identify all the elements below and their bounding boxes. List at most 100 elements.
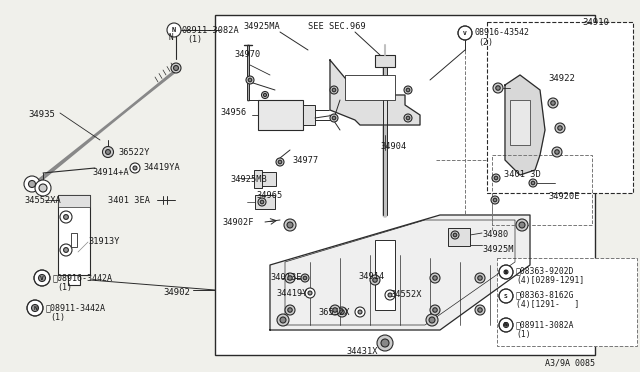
Bar (303, 105, 315, 125)
Circle shape (133, 166, 137, 170)
Text: 34956: 34956 (220, 108, 246, 117)
Text: (1): (1) (187, 35, 202, 44)
Circle shape (505, 324, 507, 326)
Text: 3401 3D: 3401 3D (504, 170, 541, 179)
Circle shape (406, 88, 410, 92)
Circle shape (429, 317, 435, 323)
Polygon shape (270, 215, 530, 330)
Circle shape (372, 278, 377, 282)
Circle shape (330, 114, 338, 122)
Circle shape (277, 314, 289, 326)
Circle shape (301, 274, 309, 282)
Text: Ⓝ08363-8162G: Ⓝ08363-8162G (516, 290, 575, 299)
Circle shape (491, 196, 499, 204)
Text: A3/9A 0085: A3/9A 0085 (545, 358, 595, 367)
Circle shape (516, 219, 528, 231)
Circle shape (248, 78, 252, 82)
Bar (258, 100, 303, 130)
Text: 34970: 34970 (234, 50, 260, 59)
Circle shape (330, 86, 338, 94)
Text: N: N (33, 305, 37, 311)
Circle shape (433, 308, 437, 312)
Circle shape (355, 307, 365, 317)
Text: (1): (1) (57, 283, 72, 292)
Circle shape (499, 289, 513, 303)
Circle shape (35, 180, 51, 196)
Text: 36522Y: 36522Y (118, 148, 150, 157)
Circle shape (492, 174, 500, 182)
Circle shape (370, 275, 380, 285)
Circle shape (552, 147, 562, 157)
Text: 34013E: 34013E (270, 273, 301, 282)
Circle shape (430, 273, 440, 283)
Circle shape (102, 147, 113, 157)
Circle shape (330, 305, 340, 315)
Bar (255, 195, 275, 209)
Circle shape (276, 158, 284, 166)
Text: 34965: 34965 (256, 191, 282, 200)
Text: 34910: 34910 (582, 18, 609, 27)
Polygon shape (32, 68, 178, 185)
Bar (254, 170, 262, 188)
Text: 34419Y: 34419Y (276, 289, 307, 298)
Circle shape (288, 276, 292, 280)
Text: 34920E: 34920E (548, 192, 579, 201)
Bar (71, 233, 77, 247)
Bar (215, 15, 595, 355)
Text: (4)[1291-   ]: (4)[1291- ] (516, 300, 579, 309)
Text: 34904: 34904 (380, 142, 406, 151)
Circle shape (262, 92, 269, 99)
Circle shape (529, 179, 537, 187)
Polygon shape (505, 75, 545, 175)
Bar (492, 155, 592, 225)
Circle shape (278, 160, 282, 164)
Bar (58, 195, 90, 275)
Polygon shape (330, 60, 420, 125)
Circle shape (494, 176, 498, 180)
Text: V: V (463, 31, 467, 35)
Bar (375, 240, 395, 310)
Circle shape (551, 101, 556, 105)
Circle shape (475, 273, 485, 283)
Circle shape (555, 150, 559, 154)
Text: N: N (172, 27, 176, 33)
Text: 34922: 34922 (548, 74, 575, 83)
Text: 3401 3EA: 3401 3EA (108, 196, 150, 205)
Circle shape (499, 318, 513, 332)
Text: ⓝ08911-3082A: ⓝ08911-3082A (516, 320, 575, 329)
Circle shape (38, 275, 45, 282)
Circle shape (63, 215, 68, 219)
Circle shape (548, 98, 558, 108)
Circle shape (337, 307, 347, 317)
Text: 08911-3082A: 08911-3082A (182, 26, 240, 35)
Circle shape (63, 248, 68, 252)
Circle shape (106, 150, 111, 154)
Text: 34914: 34914 (358, 272, 384, 281)
Circle shape (406, 116, 410, 120)
Circle shape (404, 86, 412, 94)
Bar (497, 258, 637, 346)
Circle shape (171, 63, 181, 73)
Text: 34935: 34935 (28, 110, 55, 119)
Text: 34925МB: 34925МB (230, 175, 267, 184)
Circle shape (557, 126, 563, 130)
Circle shape (451, 231, 459, 239)
Text: 34902F: 34902F (222, 218, 253, 227)
Circle shape (260, 200, 264, 204)
Circle shape (499, 265, 513, 279)
Circle shape (39, 184, 47, 192)
Text: 34977: 34977 (292, 156, 318, 165)
Circle shape (308, 291, 312, 295)
Circle shape (496, 86, 500, 90)
Circle shape (377, 335, 393, 351)
Circle shape (24, 176, 40, 192)
Circle shape (477, 276, 483, 280)
Bar (448, 228, 470, 246)
Circle shape (29, 180, 35, 187)
Text: 34552XA: 34552XA (24, 196, 61, 205)
Circle shape (27, 300, 43, 316)
Circle shape (305, 288, 315, 298)
Circle shape (288, 308, 292, 312)
Bar (487, 22, 633, 193)
Circle shape (280, 317, 286, 323)
